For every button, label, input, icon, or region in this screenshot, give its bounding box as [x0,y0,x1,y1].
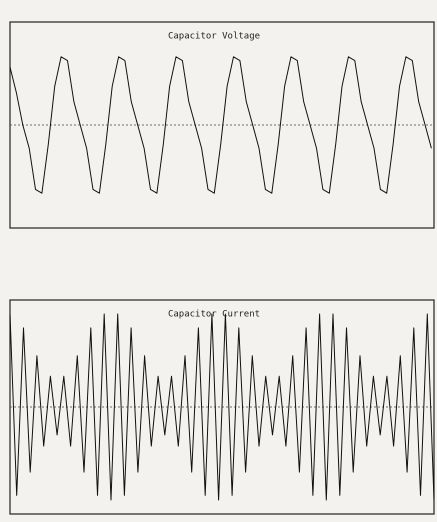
waveform [9,56,432,194]
chart-title: Capacitor Voltage [168,32,260,42]
chart-title: Capacitor Current [168,310,260,320]
waveform [9,313,435,501]
